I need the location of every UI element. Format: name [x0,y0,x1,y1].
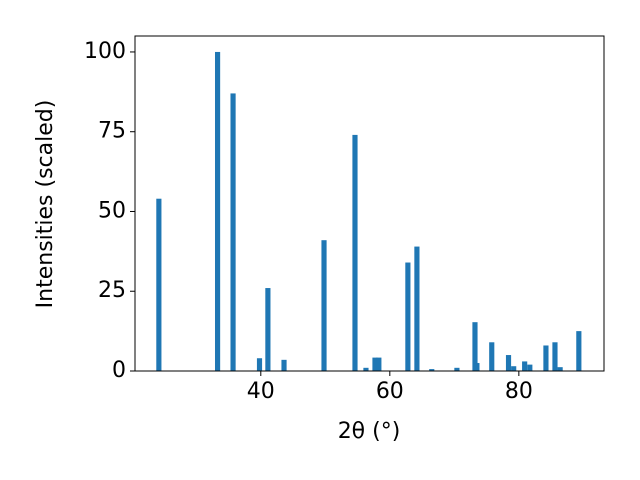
bar [543,345,549,371]
bar [511,366,517,371]
x-tick-label: 40 [247,379,275,404]
bar [474,363,480,371]
x-tick-label: 80 [505,379,533,404]
bar [321,240,327,371]
bar [552,342,558,371]
bar [352,134,358,371]
bar [281,359,287,371]
bar [576,331,582,371]
x-axis-label: 2θ (°) [338,419,401,444]
bar [454,367,460,371]
bar [489,342,495,371]
y-tick-label: 50 [98,198,126,223]
y-tick-label: 100 [84,39,126,64]
bar [363,367,369,371]
bar [256,358,263,371]
y-tick-label: 25 [98,278,126,303]
bar [156,198,162,371]
bar [414,246,420,371]
bar [429,369,435,371]
bar [214,51,221,371]
bar [472,322,478,371]
bar [405,262,411,371]
plot-frame [134,35,605,372]
y-tick-label: 0 [112,358,126,383]
x-tick-label: 60 [376,379,404,404]
y-tick-label: 75 [98,119,126,144]
bar [527,364,533,371]
bar [376,357,382,371]
bar [265,288,271,371]
bar [522,361,528,371]
bar [372,357,378,371]
bar [505,355,512,371]
bar [230,93,236,371]
y-axis-label: Intensities (scaled) [33,100,58,309]
bar [557,367,563,371]
